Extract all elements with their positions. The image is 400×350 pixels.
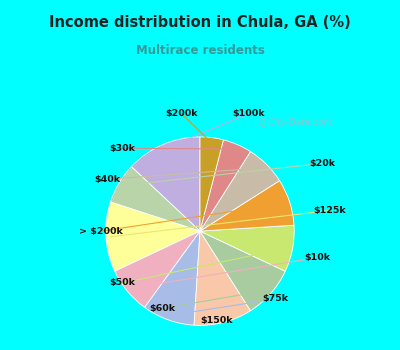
Text: $30k: $30k	[110, 144, 136, 153]
Wedge shape	[110, 167, 200, 231]
Wedge shape	[200, 152, 280, 231]
Text: $125k: $125k	[314, 206, 346, 215]
Wedge shape	[145, 231, 200, 325]
Wedge shape	[115, 231, 200, 307]
Text: ⓘ City-Data.com: ⓘ City-Data.com	[260, 118, 332, 127]
Text: $200k: $200k	[165, 109, 198, 118]
Wedge shape	[200, 225, 294, 271]
Text: $50k: $50k	[110, 279, 136, 287]
Wedge shape	[200, 181, 294, 231]
Text: $60k: $60k	[149, 304, 175, 313]
Wedge shape	[131, 137, 200, 231]
Wedge shape	[194, 231, 250, 326]
Wedge shape	[200, 137, 224, 231]
Text: $150k: $150k	[201, 316, 233, 325]
Text: > $200k: > $200k	[79, 227, 123, 236]
Text: $10k: $10k	[305, 253, 331, 262]
Text: Multirace residents: Multirace residents	[136, 44, 264, 57]
Wedge shape	[106, 202, 200, 271]
Text: $75k: $75k	[262, 294, 288, 303]
Wedge shape	[200, 231, 285, 311]
Text: $100k: $100k	[233, 109, 265, 118]
Text: Income distribution in Chula, GA (%): Income distribution in Chula, GA (%)	[49, 15, 351, 30]
Text: $40k: $40k	[94, 175, 121, 184]
Text: $20k: $20k	[310, 159, 336, 168]
Wedge shape	[200, 140, 250, 231]
